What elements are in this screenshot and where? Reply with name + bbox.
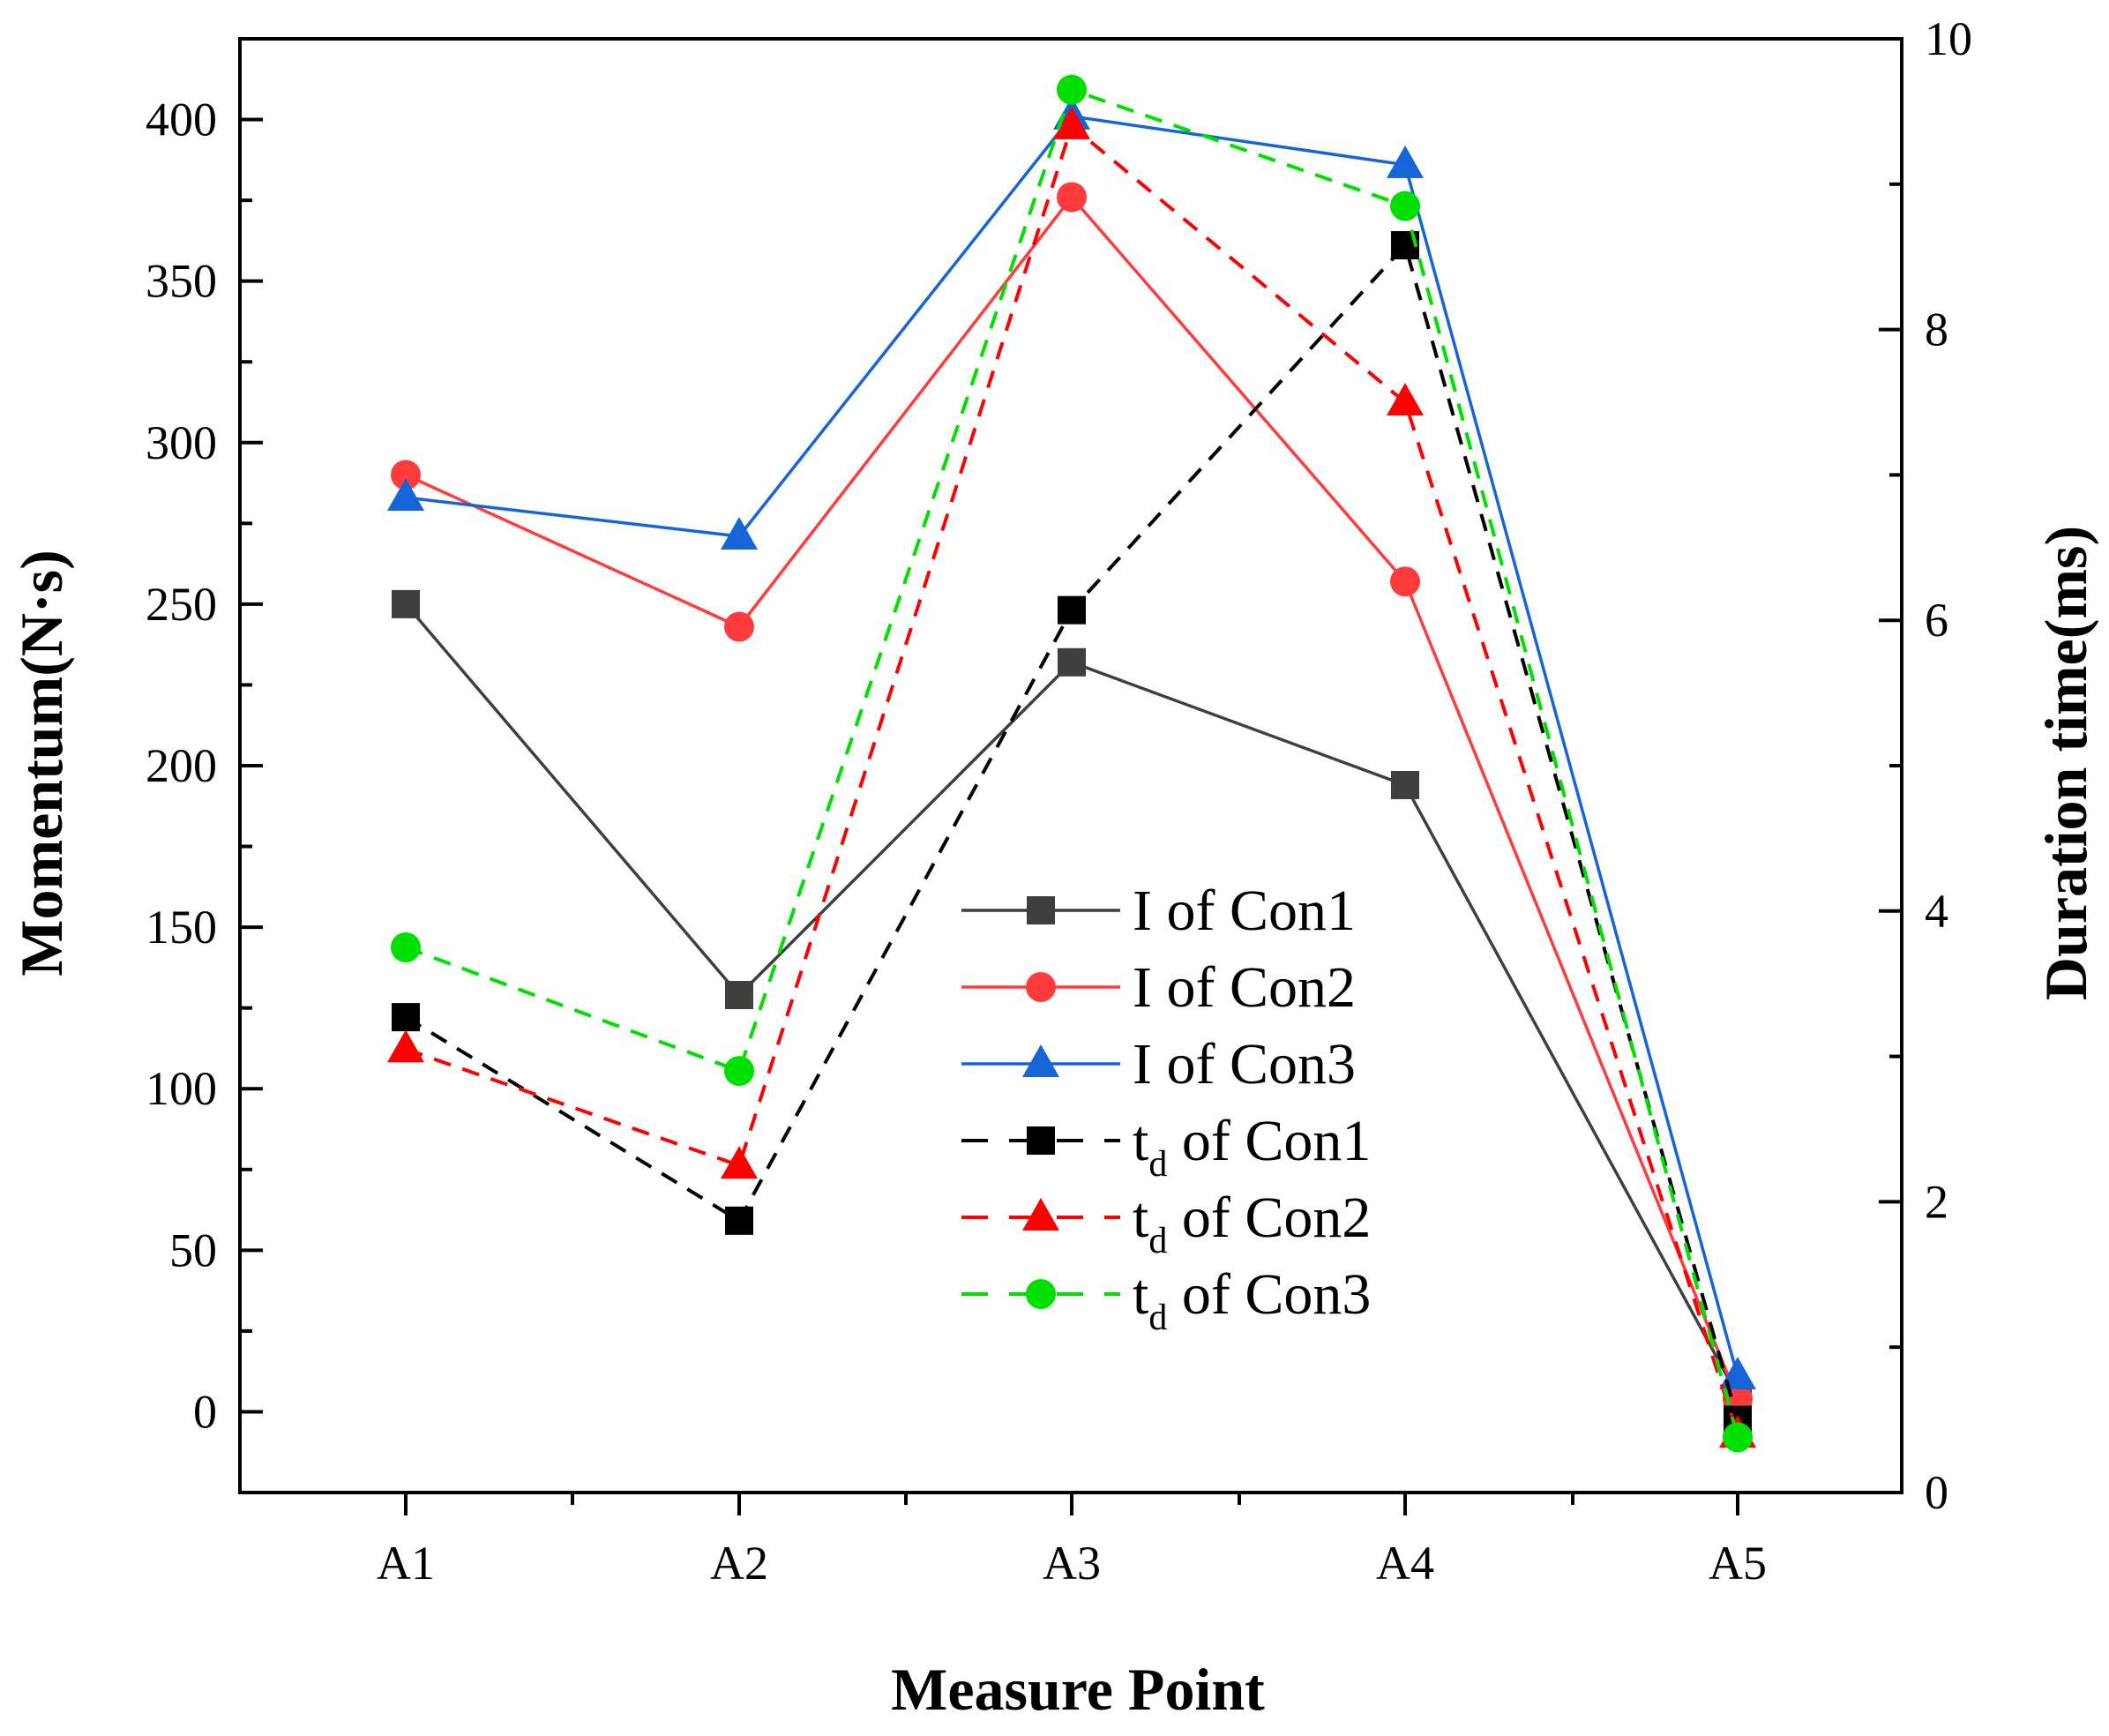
right-tick-label: 0 [1925,1466,1948,1519]
series-td-of-con3 [391,74,1753,1453]
legend-label: td of Con2 [1133,1186,1371,1261]
data-point [1057,182,1087,213]
data-point [391,460,421,490]
series-i-of-con2 [391,182,1753,1414]
right-tick-label: 4 [1925,885,1948,938]
series-i-of-con1 [392,589,1752,1410]
plot-frame [238,37,1903,1494]
left-tick-label: 100 [146,1062,217,1115]
right-axis: 0 2 4 6 8 10 [1879,12,1972,1519]
left-tick-label: 250 [146,578,217,631]
legend-item: td of Con2 [961,1186,1371,1261]
series-line [405,87,1739,1438]
series-i-of-con3 [387,96,1756,1390]
left-tick-label: 50 [169,1223,217,1276]
legend-marker [1022,1044,1059,1077]
data-point [387,1029,424,1063]
data-point [721,1146,758,1179]
plot-area [387,74,1756,1453]
data-point [1390,566,1420,597]
legend-item: I of Con1 [961,879,1356,943]
left-axis-title: Momentum(N·s) [8,550,75,976]
x-tick-label: A5 [1709,1537,1767,1590]
x-tick-label: A2 [710,1537,768,1590]
right-tick-label: 8 [1925,303,1948,356]
data-point [725,1206,753,1235]
legend-label: I of Con3 [1133,1032,1356,1096]
data-point [1058,647,1086,677]
x-axis-title: Measure Point [891,1656,1265,1723]
legend-marker [1026,1279,1056,1309]
legend-label: td of Con3 [1133,1262,1371,1338]
left-tick-label: 300 [146,416,217,469]
right-axis-title: Duration time(ms) [2032,526,2099,1000]
data-point [1058,595,1086,625]
legend-item: td of Con1 [961,1109,1371,1185]
legend-marker [1022,1198,1059,1231]
legend-label: I of Con1 [1133,879,1356,943]
series-line [404,602,1739,1396]
data-point [1053,106,1090,139]
series-td-of-con1 [392,231,1752,1434]
legend-marker [1027,896,1055,924]
left-tick-label: 350 [146,255,217,308]
data-point [1387,145,1424,178]
axes [238,37,1903,1494]
left-tick-label: 150 [146,901,217,954]
series-line [405,123,1739,1435]
data-point [392,589,420,618]
data-point [724,1056,754,1087]
series-td-of-con2 [387,106,1756,1448]
data-point [392,1003,420,1032]
legend-item: td of Con3 [961,1262,1371,1338]
legend-item: I of Con2 [961,955,1356,1020]
series-line [405,115,1739,1377]
x-tick-label: A3 [1043,1537,1101,1590]
left-tick-label: 0 [193,1385,217,1438]
left-tick-label: 400 [146,94,217,146]
data-point [721,516,758,550]
data-point [1723,1422,1753,1453]
data-point [391,932,421,962]
left-axis: 0 50 100 150 200 250 300 350 400 [146,37,263,1494]
data-point [724,611,754,642]
data-point [1057,74,1087,105]
legend-label: td of Con1 [1133,1109,1371,1185]
data-point [1391,770,1419,799]
series-line [404,242,1739,1421]
right-tick-label: 2 [1925,1175,1948,1228]
legend-item: I of Con3 [961,1032,1356,1096]
right-tick-label: 6 [1925,594,1948,647]
legend-label: I of Con2 [1133,955,1356,1020]
x-tick-label: A1 [377,1537,435,1590]
right-tick-label: 10 [1925,12,1972,65]
x-axis: A1 A2 A3 A4 A5 [377,1493,1767,1590]
data-point [725,981,753,1010]
data-point [1387,383,1424,415]
legend-marker [1027,1126,1055,1155]
data-point [387,478,424,512]
x-tick-label: A4 [1376,1537,1434,1590]
data-point [1390,191,1420,221]
legend-marker [1026,972,1056,1002]
left-tick-label: 200 [146,739,217,792]
